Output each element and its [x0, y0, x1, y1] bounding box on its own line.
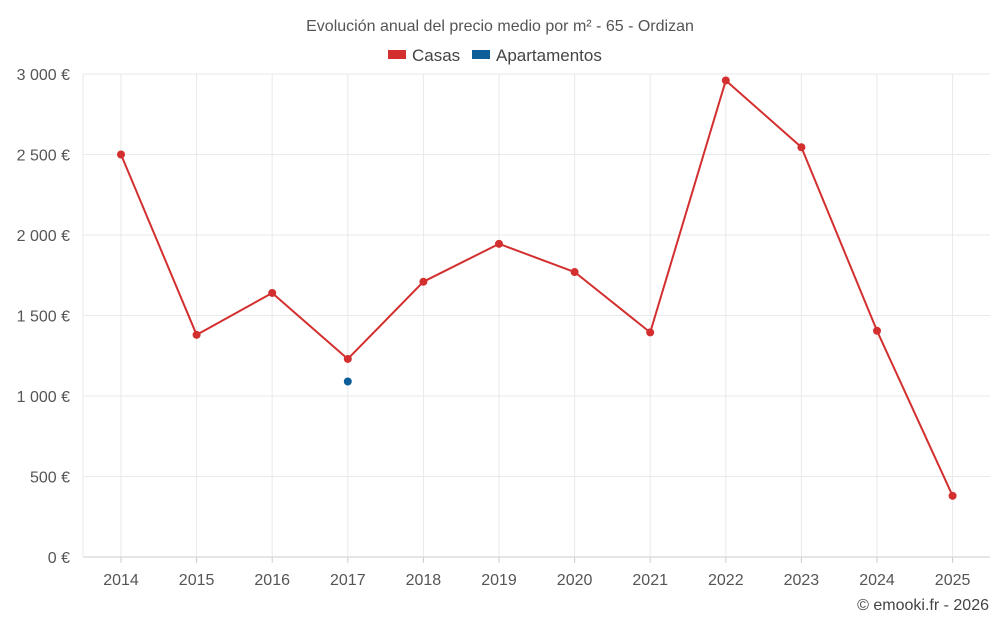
data-point-apartamentos-2017[interactable] — [343, 377, 352, 386]
x-axis-ticks: 2014 2015 2016 2017 2018 2019 2020 2021 2022 2023… — [103, 572, 970, 589]
data-point-casas-2025[interactable] — [948, 491, 957, 500]
series-line-casas — [120, 79, 954, 497]
chart-title: Evolución anual del precio medio por m² … — [306, 18, 694, 35]
y-tick-label: 2 000 € — [17, 228, 70, 245]
data-point-casas-2020[interactable] — [570, 268, 579, 277]
legend-swatch-casas — [388, 50, 406, 59]
x-tick-label: 2023 — [784, 572, 820, 589]
y-tick-label: 0 € — [48, 550, 70, 567]
data-point-casas-2015[interactable] — [192, 330, 201, 339]
legend-item-casas[interactable]: Casas — [388, 46, 460, 65]
x-tick-label: 2018 — [406, 572, 442, 589]
x-tick-label: 2022 — [708, 572, 744, 589]
data-point-casas-2023[interactable] — [797, 143, 806, 152]
data-point-casas-2021[interactable] — [646, 328, 655, 337]
data-point-casas-2024[interactable] — [873, 326, 881, 335]
x-tick-label: 2016 — [254, 572, 290, 589]
legend-label-casas: Casas — [412, 46, 460, 65]
y-tick-label: 3 000 € — [17, 67, 70, 84]
plot-area — [117, 76, 957, 500]
y-tick-label: 1 000 € — [17, 389, 70, 406]
y-axis-ticks: 0 € 500 € 1 000 € 1 500 € 2 000 € 2 500 € 3 00… — [17, 67, 70, 567]
y-tick-label: 500 € — [30, 470, 70, 487]
data-point-casas-2022[interactable] — [721, 76, 730, 85]
x-tick-label: 2020 — [557, 572, 593, 589]
data-point-casas-2019[interactable] — [495, 239, 503, 248]
x-tick-label: 2015 — [179, 572, 215, 589]
x-tick-label: 2014 — [103, 572, 139, 589]
legend-item-apartamentos[interactable]: Apartamentos — [472, 46, 602, 65]
data-point-casas-2014[interactable] — [117, 150, 125, 159]
credit-text: © emooki.fr - 2026 — [857, 597, 989, 614]
x-tick-label: 2019 — [481, 572, 517, 589]
y-tick-label: 2 500 € — [17, 148, 70, 165]
data-point-casas-2018[interactable] — [419, 277, 428, 286]
legend-swatch-apartamentos — [472, 50, 490, 59]
legend-label-apartamentos: Apartamentos — [496, 46, 602, 65]
grid — [82, 73, 990, 563]
legend: Casas Apartamentos — [388, 46, 602, 65]
x-tick-label: 2017 — [330, 572, 366, 589]
data-point-casas-2016[interactable] — [268, 288, 277, 297]
x-tick-label: 2025 — [935, 572, 971, 589]
x-tick-label: 2021 — [632, 572, 668, 589]
y-tick-label: 1 500 € — [17, 309, 70, 326]
x-tick-label: 2024 — [859, 572, 895, 589]
data-point-casas-2017[interactable] — [343, 354, 352, 363]
